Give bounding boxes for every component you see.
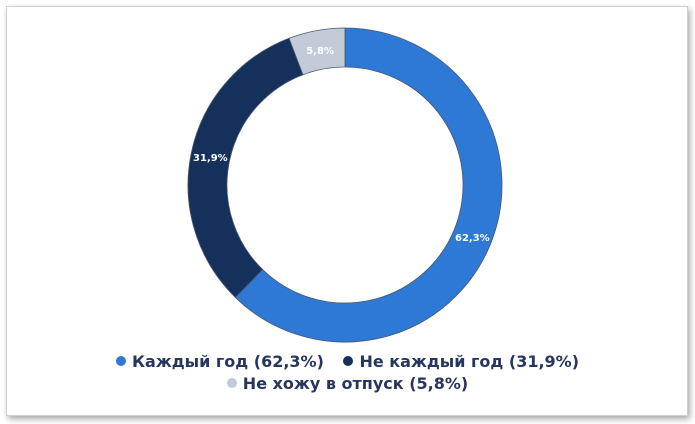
legend: Каждый год (62,3%) Не каждый год (31,9%) (0, 352, 695, 371)
chart-card (6, 6, 688, 416)
slice-2[interactable] (288, 27, 346, 76)
slice-0[interactable] (234, 27, 503, 343)
slice-1[interactable] (187, 37, 304, 298)
legend-label: Каждый год (62,3%) (131, 352, 324, 371)
legend-item-every-year[interactable]: Каждый год (62,3%) (115, 352, 324, 371)
legend-marker-icon (226, 378, 237, 388)
legend-label: Не хожу в отпуск (5,8%) (242, 374, 469, 393)
legend-row-2: Не хожу в отпуск (5,8%) (0, 374, 695, 393)
data-label-2: 5,8% (306, 46, 334, 57)
legend-item-no-vacation[interactable]: Не хожу в отпуск (5,8%) (226, 374, 469, 393)
legend-marker-icon (115, 356, 126, 366)
legend-item-not-every-year[interactable]: Не каждый год (31,9%) (343, 352, 579, 371)
data-label-1: 31,9% (193, 153, 228, 164)
legend-marker-icon (343, 356, 354, 366)
data-label-0: 62,3% (455, 233, 490, 244)
legend-label: Не каждый год (31,9%) (359, 352, 580, 371)
